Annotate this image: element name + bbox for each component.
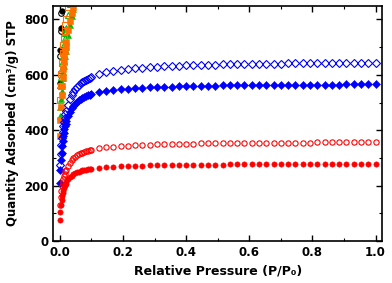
X-axis label: Relative Pressure (P/P₀): Relative Pressure (P/P₀) (134, 264, 302, 277)
Y-axis label: Quantity Adsorbed (cm³/g) STP: Quantity Adsorbed (cm³/g) STP (5, 20, 18, 226)
